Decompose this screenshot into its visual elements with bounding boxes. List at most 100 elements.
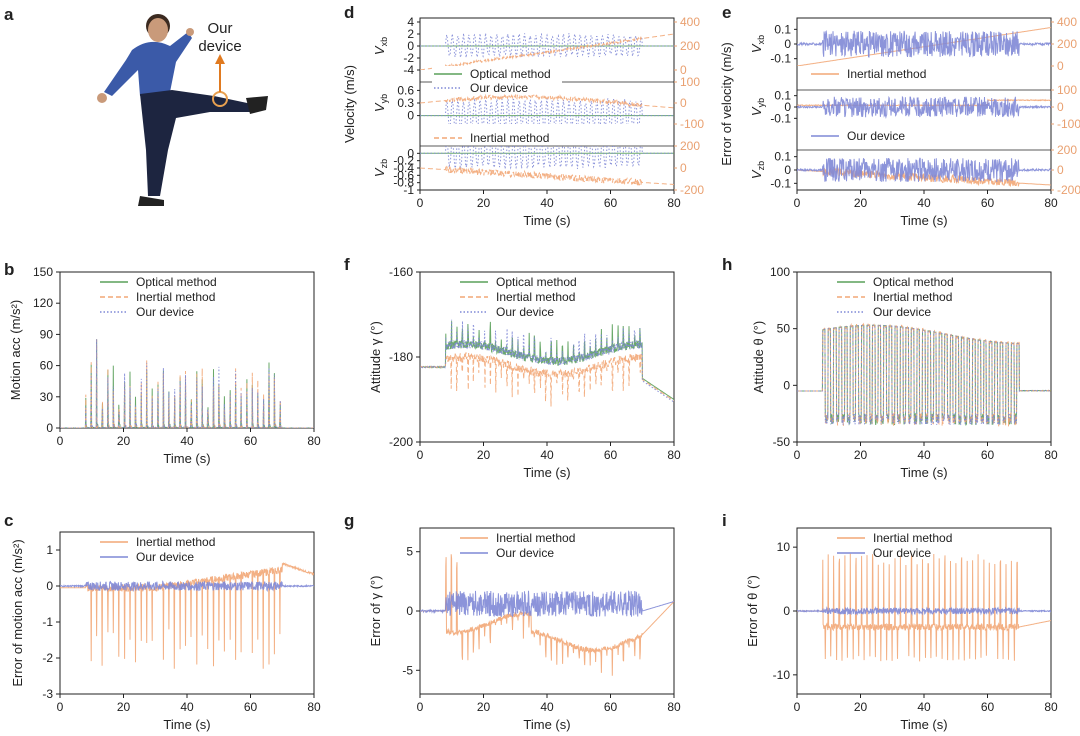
x-tick-label: 60 (244, 434, 258, 448)
y-tick-label: 30 (40, 390, 54, 404)
series-line-our-device (797, 95, 1051, 120)
legend-label: Inertial method (873, 290, 952, 304)
x-axis-title: Time (s) (900, 717, 947, 732)
legend-label: Our device (496, 305, 554, 319)
y-tick-label: 1 (46, 543, 53, 557)
y-tick-label: 0.6 (397, 83, 414, 97)
series-group (420, 93, 674, 124)
y-tick-label: 0 (784, 163, 791, 177)
x-tick-label: 60 (981, 700, 995, 714)
right-tick-label: 0 (1057, 163, 1064, 177)
x-tick-label: 60 (981, 196, 995, 210)
x-tick-label: 60 (604, 448, 618, 462)
x-tick-label: 40 (917, 196, 931, 210)
x-tick-label: 0 (417, 196, 424, 210)
y-tick-label: -0.8 (393, 176, 414, 190)
panel-label-c: c (4, 511, 13, 530)
y-tick-label: 0 (783, 604, 790, 618)
x-tick-label: 60 (981, 448, 995, 462)
y-tick-label: -1 (403, 183, 414, 197)
x-tick-label: 80 (667, 448, 681, 462)
x-tick-label: 40 (917, 700, 931, 714)
y-tick-label: -50 (773, 435, 791, 449)
right-tick-label: -100 (1057, 117, 1080, 131)
right-tick-label: 400 (680, 15, 700, 29)
x-tick-label: 0 (417, 700, 424, 714)
chart-f: f 0 20 40 60 80 Time (s) -200 -180 -160 Attitude γ… (344, 255, 681, 480)
x-tick-label: 60 (244, 700, 258, 714)
panel-label-a: a (4, 5, 14, 24)
series-group (60, 339, 314, 428)
chart-c: c 0 20 40 60 80 Time (s) -3 -2 -1 0 1 Error of motio… (4, 511, 321, 732)
legend-label: Our device (847, 129, 905, 143)
series-line-our-device (420, 98, 674, 124)
x-tick-label: 20 (117, 434, 131, 448)
panel-label-d: d (344, 3, 354, 22)
series-line-our-device (420, 319, 674, 403)
y-tick-label: -1 (42, 615, 53, 629)
x-tick-label: 0 (57, 700, 64, 714)
x-axis-title: Time (s) (900, 213, 947, 228)
chart-b: b 0 20 40 60 80 Time (s) 0 30 60 90 120 150 Motion ac… (4, 260, 321, 466)
y-axis-title: Error of velocity (m/s) (719, 42, 734, 166)
subplot-label: Vyb (372, 94, 389, 112)
y-tick-label: -3 (42, 687, 53, 701)
y-axis-title: Error of θ (°) (745, 575, 760, 647)
y-tick-label: 0.1 (774, 150, 791, 164)
right-tick-label: 100 (1057, 83, 1077, 97)
legend-label: Optical method (470, 67, 551, 81)
y-tick-label: -4 (403, 63, 414, 77)
series-group (797, 322, 1051, 427)
right-tick-label: -200 (680, 183, 704, 197)
x-tick-label: 20 (854, 196, 868, 210)
y-tick-label: 0 (783, 378, 790, 392)
series-line-inertial-method (797, 322, 1051, 427)
x-axis-title: Time (s) (523, 213, 570, 228)
legend-label: Inertial method (496, 290, 575, 304)
y-tick-label: -0.4 (393, 161, 414, 175)
legend-label: Inertial method (470, 131, 549, 145)
y-tick-label: 0.1 (774, 22, 791, 36)
x-tick-label: 0 (417, 448, 424, 462)
y-tick-label: 0 (406, 604, 413, 618)
right-tick-label: -200 (1057, 183, 1080, 197)
series-line-our-device (420, 32, 674, 59)
series-line-our-device (60, 339, 314, 428)
legend-label: Optical method (496, 275, 577, 289)
x-tick-label: 80 (667, 700, 681, 714)
right-tick-label: 200 (680, 39, 700, 53)
series-group (797, 157, 1051, 187)
panel-label-h: h (722, 255, 732, 274)
x-axis-title: Time (s) (163, 451, 210, 466)
panel-label-f: f (344, 255, 350, 274)
y-tick-label: -2 (42, 651, 53, 665)
plot-frame (419, 17, 675, 191)
y-tick-label: 0.3 (397, 96, 414, 110)
subplot-label: Vxb (372, 37, 389, 55)
x-tick-label: 0 (794, 700, 801, 714)
y-tick-label: 150 (33, 265, 53, 279)
legend-label: Our device (470, 81, 528, 95)
right-tick-label: 0 (680, 96, 687, 110)
legend-label: Optical method (873, 275, 954, 289)
panel-label-g: g (344, 511, 354, 530)
x-tick-label: 0 (794, 196, 801, 210)
x-tick-label: 0 (57, 434, 64, 448)
y-tick-label: 0 (46, 579, 53, 593)
series-group (797, 27, 1051, 66)
series-group (420, 32, 674, 70)
y-tick-label: 0 (784, 37, 791, 51)
y-tick-label: -0.6 (393, 168, 414, 182)
series-line-our-device (797, 324, 1051, 427)
x-tick-label: 40 (180, 434, 194, 448)
y-tick-label: 120 (33, 296, 53, 310)
series-line-our-device (420, 146, 674, 170)
right-tick-label: 200 (680, 139, 700, 153)
y-axis-title: Error of motion acc (m/s²) (10, 539, 25, 686)
y-axis-title: Error of γ (°) (368, 576, 383, 647)
y-tick-label: -0.1 (770, 52, 791, 66)
y-tick-label: -0.1 (770, 176, 791, 190)
series-line-inertial-method (797, 553, 1051, 662)
